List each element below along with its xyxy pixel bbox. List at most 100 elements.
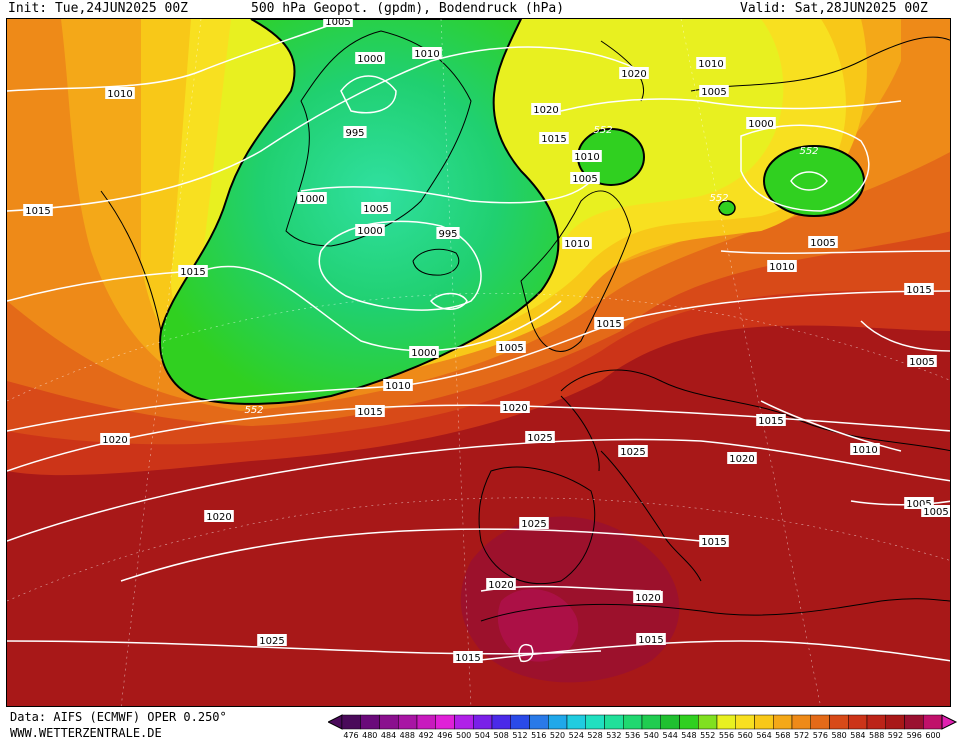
weather-map[interactable]: 552 552 552 552 1005 1010 1000 1020 1010 1010 100…	[6, 18, 951, 707]
pressure-label: 1010	[383, 379, 413, 392]
colorbar-swatch	[810, 714, 830, 730]
init-time: Init: Tue,24JUN2025 00Z	[8, 1, 189, 16]
svg-text:1005: 1005	[363, 204, 388, 215]
data-source: Data: AIFS (ECMWF) OPER 0.250°	[10, 710, 227, 724]
svg-text:1010: 1010	[698, 59, 723, 70]
svg-text:552: 552	[799, 146, 818, 157]
colorbar-swatch	[923, 714, 943, 730]
svg-text:1005: 1005	[923, 507, 948, 518]
pressure-label: 1025	[257, 634, 287, 647]
geopotential-labels: 552 552 552 552	[244, 125, 818, 416]
svg-text:1015: 1015	[638, 635, 663, 646]
colorbar-tick-label: 548	[681, 731, 697, 740]
pressure-label: 1005	[570, 172, 600, 185]
svg-text:1025: 1025	[259, 636, 284, 647]
pressure-label: 1025	[618, 445, 648, 458]
pressure-label: 995	[343, 126, 367, 139]
pressure-label: 1015	[539, 132, 569, 145]
pressure-label: 995	[436, 227, 460, 240]
colorbar-tick-label: 508	[493, 731, 509, 740]
colorbar-swatch	[566, 714, 586, 730]
svg-text:1005: 1005	[325, 19, 350, 28]
pressure-label: 1005	[496, 341, 526, 354]
svg-text:1015: 1015	[906, 285, 931, 296]
svg-text:1015: 1015	[357, 407, 382, 418]
colorbar-tick-label: 492	[418, 731, 434, 740]
pressure-label: 1020	[100, 433, 130, 446]
low-cell-small	[718, 200, 736, 216]
pressure-label: 1005	[907, 355, 937, 368]
colorbar-swatch	[773, 714, 793, 730]
geopotential-label: 552	[244, 405, 263, 416]
pressure-label: 1005	[323, 19, 353, 28]
colorbar-tick-label: 540	[643, 731, 660, 740]
colorbar-tick-label: 480	[362, 731, 378, 740]
colorbar-tick-label: 504	[474, 731, 491, 740]
map-header: Init: Tue,24JUN2025 00Z 500 hPa Geopot. …	[0, 0, 959, 18]
svg-text:1010: 1010	[414, 49, 439, 60]
pressure-label: 1015	[23, 204, 53, 217]
svg-text:552: 552	[709, 193, 728, 204]
colorbar-tick-label: 552	[700, 731, 716, 740]
pressure-label: 1010	[572, 150, 602, 163]
colorbar-tick-label: 572	[793, 731, 810, 740]
pressure-label: 1000	[355, 224, 385, 237]
colorbar-tick-label: 500	[456, 731, 472, 740]
high-core-inner	[497, 589, 579, 662]
colorbar-swatch	[829, 714, 849, 730]
svg-text:1025: 1025	[527, 433, 552, 444]
svg-text:552: 552	[244, 405, 263, 416]
svg-text:1020: 1020	[206, 512, 231, 523]
svg-text:1010: 1010	[852, 445, 877, 456]
pressure-label: 1015	[355, 405, 385, 418]
colorbar-tick-label: 560	[737, 731, 753, 740]
pressure-label: 1015	[904, 283, 934, 296]
colorbar-tick-label: 528	[587, 731, 603, 740]
colorbar-swatch	[491, 714, 511, 730]
svg-text:1015: 1015	[596, 319, 621, 330]
pressure-labels: 1005 1010 1000 1020 1010 1010 1005 1020 995 1000 1…	[23, 19, 950, 664]
pressure-label: 1010	[105, 87, 135, 100]
colorbar-tick-label: 580	[831, 731, 847, 740]
svg-text:1000: 1000	[357, 226, 382, 237]
svg-text:1015: 1015	[455, 653, 480, 664]
colorbar-tick-label: 512	[512, 731, 528, 740]
svg-text:1025: 1025	[521, 519, 546, 530]
colorbar-swatch	[454, 714, 474, 730]
svg-text:995: 995	[345, 128, 364, 139]
colorbar-swatch	[529, 714, 549, 730]
pressure-label: 1020	[619, 67, 649, 80]
colorbar-tick-label: 556	[718, 731, 735, 740]
colorbar-tick-label: 488	[399, 731, 415, 740]
svg-text:1020: 1020	[533, 105, 558, 116]
svg-text:1010: 1010	[107, 89, 132, 100]
colorbar-swatch	[548, 714, 568, 730]
colorbar-swatch	[585, 714, 605, 730]
pressure-label: 1020	[204, 510, 234, 523]
geopotential-label: 552	[799, 146, 818, 157]
colorbar-swatch	[360, 714, 380, 730]
svg-text:1010: 1010	[385, 381, 410, 392]
pressure-label: 1000	[297, 192, 327, 205]
map-title: 500 hPa Geopot. (gpdm), Bodendruck (hPa)	[251, 1, 565, 16]
svg-text:1015: 1015	[25, 206, 50, 217]
colorbar-swatch	[791, 714, 811, 730]
colorbar-swatch	[379, 714, 399, 730]
pressure-label: 1015	[453, 651, 483, 664]
svg-text:1020: 1020	[102, 435, 127, 446]
graticule	[7, 19, 950, 706]
isobars	[7, 20, 950, 663]
colorbar-swatch	[473, 714, 493, 730]
colorbar-tick-label: 484	[380, 731, 397, 740]
pressure-label: 1010	[412, 47, 442, 60]
colorbar-swatch	[623, 714, 643, 730]
pressure-label: 1025	[519, 517, 549, 530]
pressure-label: 1015	[594, 317, 624, 330]
pressure-label: 1015	[756, 414, 786, 427]
colorbar-tick-label: 576	[812, 731, 828, 740]
pressure-label: 1010	[850, 443, 880, 456]
colorbar-tick-label: 524	[568, 731, 584, 740]
colorbar-tick-label: 476	[343, 731, 359, 740]
pressure-label: 1005	[361, 202, 391, 215]
